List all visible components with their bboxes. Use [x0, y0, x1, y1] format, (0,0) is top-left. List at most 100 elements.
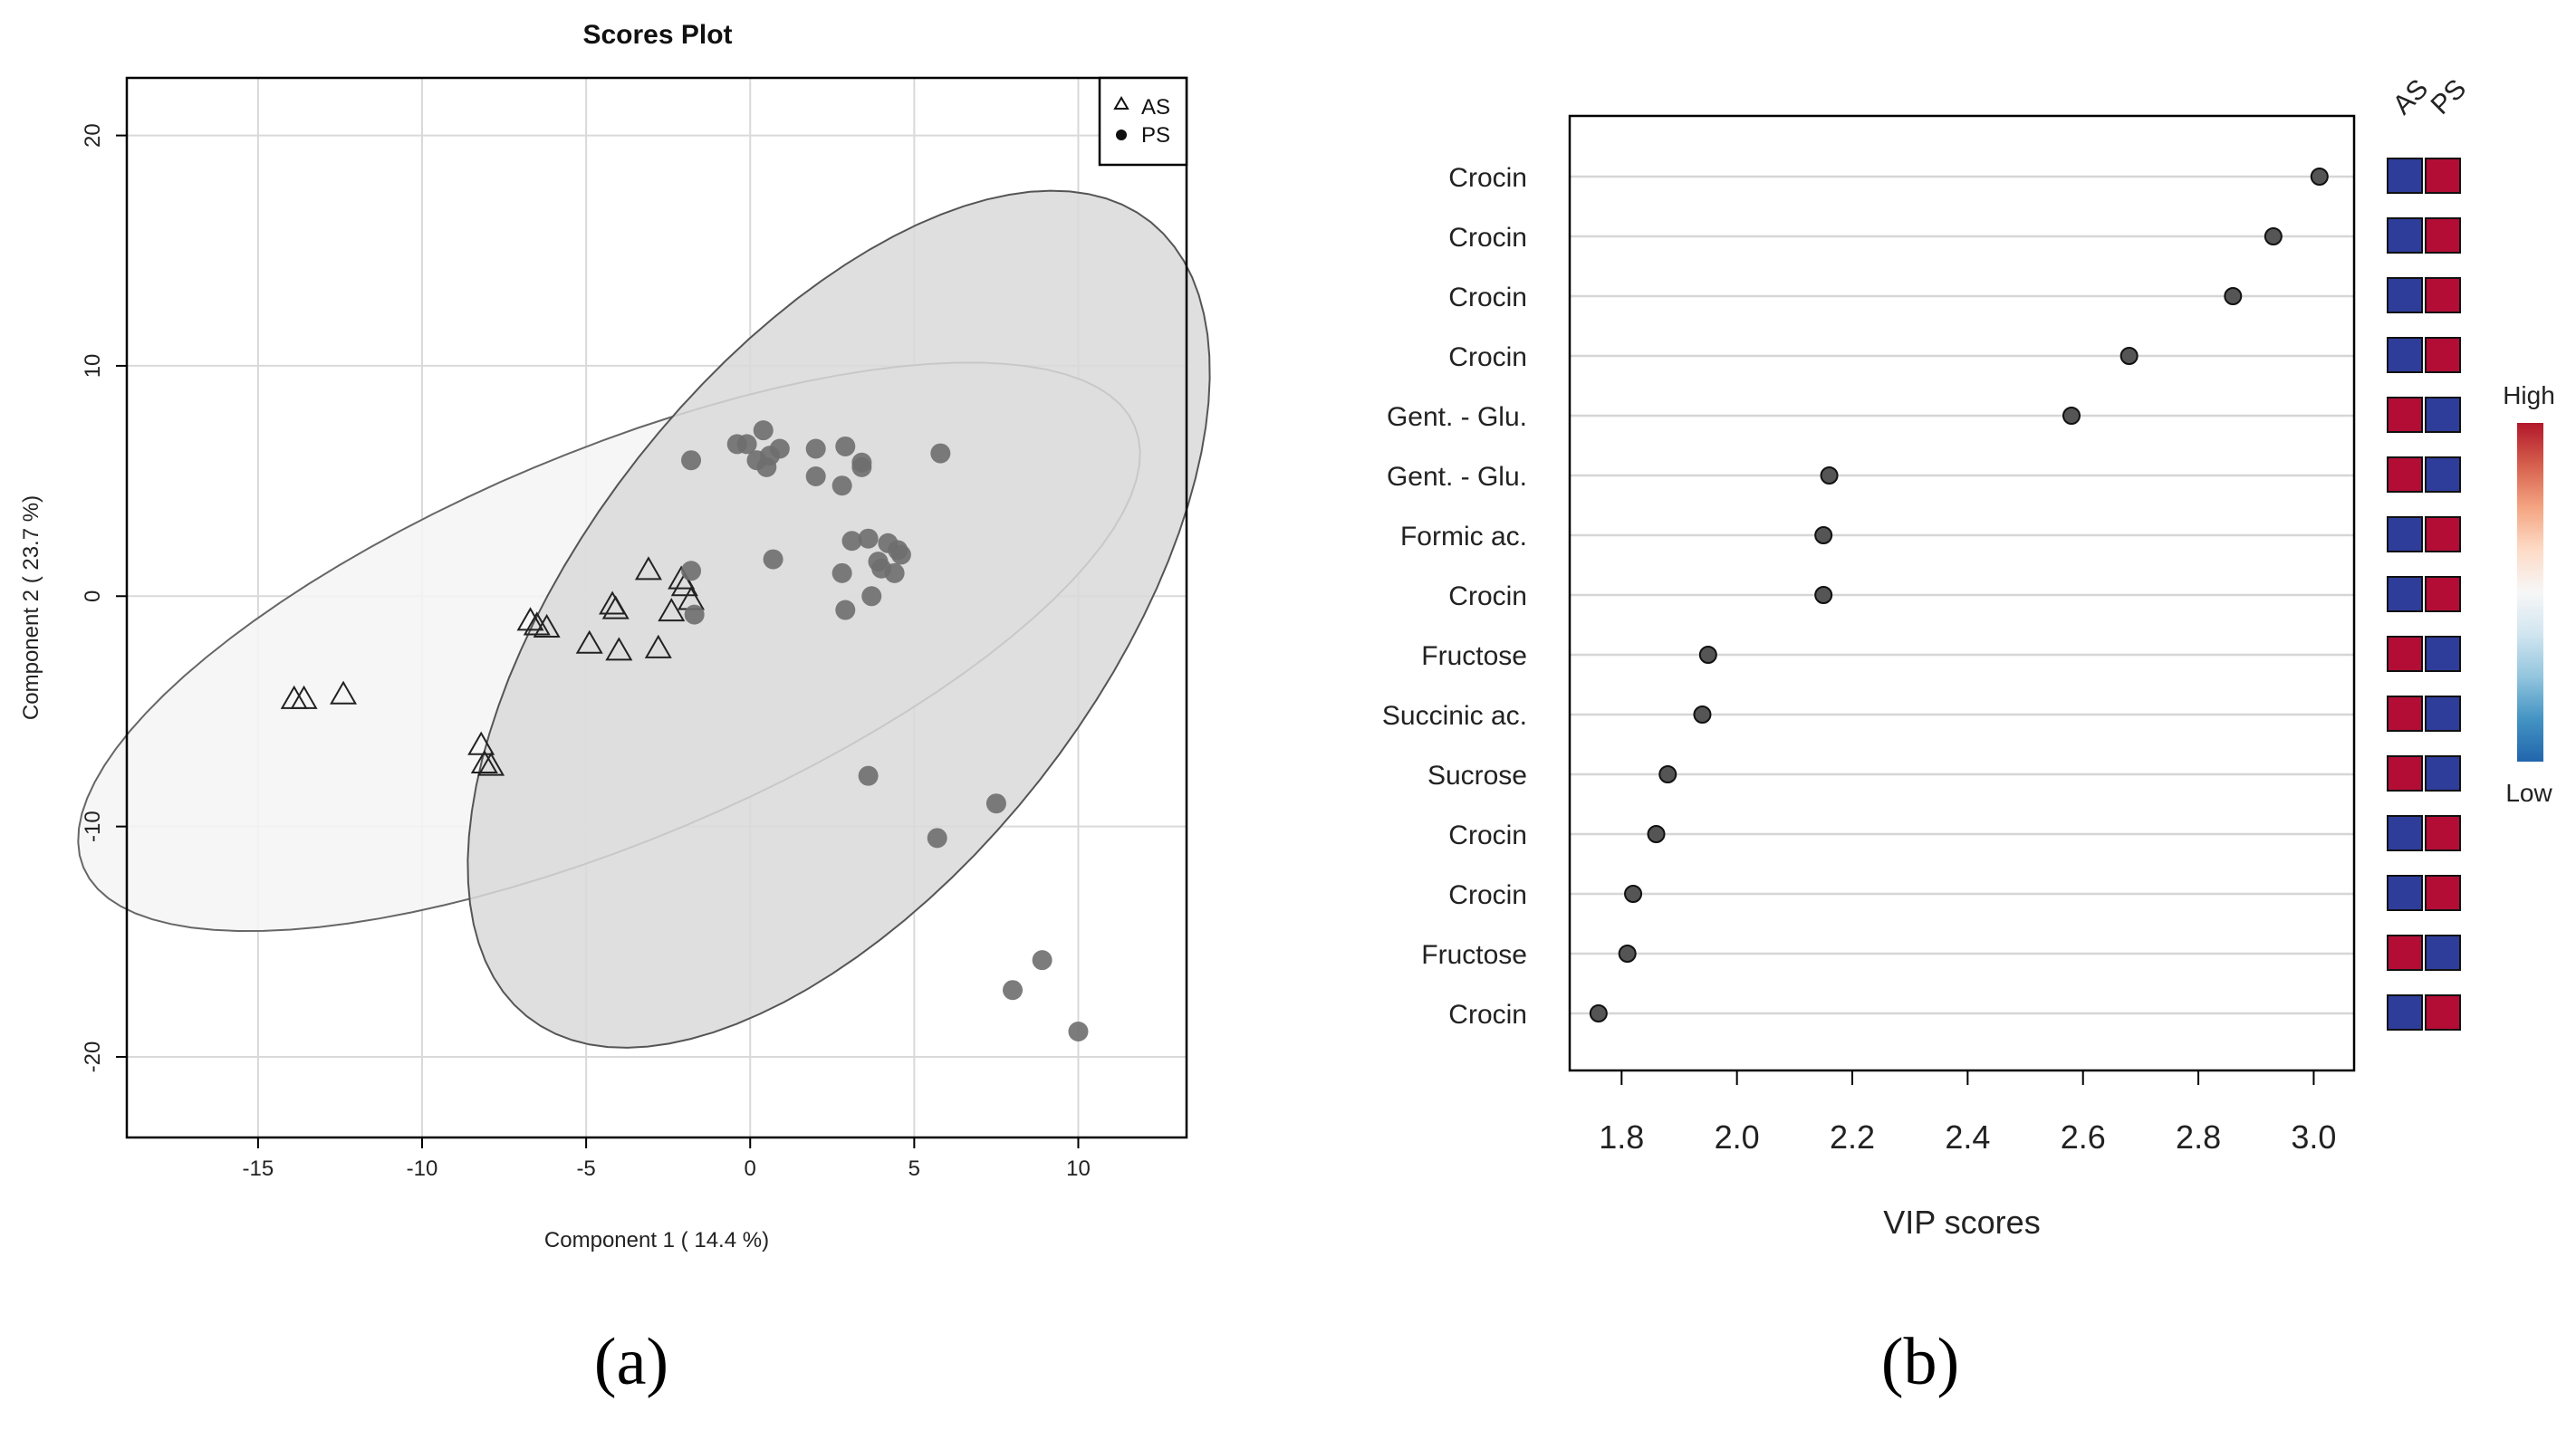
point-ps: [884, 562, 905, 583]
scores-plot-points: [280, 420, 1089, 1041]
x-tick-label: 2.2: [1830, 1118, 1875, 1156]
feature-label: Crocin: [1448, 283, 1527, 312]
heatmap-cell: [2425, 696, 2461, 732]
feature-label: Crocin: [1448, 342, 1527, 372]
heatmap-cell: [2387, 397, 2423, 433]
x-tick-label: 2.0: [1715, 1118, 1760, 1156]
feature-label: Fructose: [1421, 641, 1527, 671]
heatmap-cell: [2387, 337, 2423, 373]
point-ps: [805, 438, 826, 459]
vip-points: [1589, 168, 2329, 1022]
heatmap-cell: [2387, 815, 2423, 851]
heatmap-cell: [2425, 217, 2461, 254]
point-as: [658, 598, 686, 622]
x-tick-label: -10: [407, 1156, 438, 1181]
scores-plot-y-ticks: -20 -10 0 10 20: [81, 123, 127, 1072]
heatmap-cell: [2387, 516, 2423, 552]
x-tick-label: 2.4: [1945, 1118, 1990, 1156]
point-ps: [1068, 1022, 1089, 1041]
scores-plot-title: Scores Plot: [582, 20, 732, 50]
legend-triangle-marker: [1113, 96, 1129, 110]
vip-plot-frame: [1568, 114, 2356, 1072]
y-tick-label: -10: [81, 811, 105, 842]
heatmap-cell: [2387, 755, 2423, 792]
vip-point: [1618, 945, 1637, 963]
heatmap-cell: [2387, 158, 2423, 194]
feature-label: Crocin: [1448, 880, 1527, 910]
y-tick-label: -20: [81, 1041, 105, 1073]
x-tick-label: 3.0: [2291, 1118, 2336, 1156]
point-ps: [684, 604, 705, 625]
legend-entry-as: AS: [1141, 95, 1170, 120]
heatmap-cell: [2425, 636, 2461, 672]
point-ps: [1003, 980, 1024, 1001]
feature-label: Formic ac.: [1400, 522, 1527, 552]
y-tick-label: 0: [81, 590, 105, 602]
vip-point: [1814, 586, 1833, 604]
heatmap-cell: [2425, 277, 2461, 313]
scores-plot-x-ticks: -15 -10 -5 0 5 10: [243, 1137, 1091, 1181]
heatmap-cell: [2425, 397, 2461, 433]
point-as: [575, 629, 603, 654]
heatmap-cell: [2425, 935, 2461, 971]
legend-circle-marker: [1116, 130, 1127, 140]
point-as: [533, 613, 561, 638]
point-ps: [861, 586, 882, 607]
x-tick-label: 0: [745, 1156, 756, 1181]
vip-point: [2062, 407, 2081, 425]
heatmap-cell: [2425, 516, 2461, 552]
legend-entry-ps: PS: [1141, 123, 1170, 148]
heatmap-cell: [2425, 576, 2461, 612]
point-ps: [858, 765, 879, 786]
point-ps: [769, 438, 790, 459]
x-tick-label: 1.8: [1599, 1118, 1644, 1156]
point-ps: [681, 561, 702, 581]
vip-x-ticks: 1.8 2.0 2.2 2.4 2.6 2.8 3.0: [1599, 1070, 2336, 1156]
color-scale-low-label: Low: [2505, 779, 2552, 807]
ellipse-ps: [466, 189, 1211, 1049]
vip-color-scale: High Low: [2503, 381, 2555, 807]
x-tick-label: -15: [243, 1156, 274, 1181]
point-as: [467, 731, 495, 755]
point-as: [605, 637, 633, 661]
heatmap-cell: [2425, 337, 2461, 373]
point-as: [516, 607, 544, 631]
point-ps: [890, 544, 911, 565]
heatmap-cell: [2387, 935, 2423, 971]
color-scale-high-label: High: [2503, 381, 2555, 409]
feature-label: Crocin: [1448, 581, 1527, 611]
x-tick-label: 10: [1066, 1156, 1091, 1181]
point-ps: [681, 450, 702, 471]
vip-point: [1658, 765, 1677, 783]
point-ps: [831, 475, 852, 496]
heatmap-column-label: PS: [2426, 73, 2473, 120]
vip-point: [2224, 287, 2243, 305]
point-ps: [858, 528, 879, 549]
x-tick-label: 2.8: [2176, 1118, 2221, 1156]
feature-label: Gent. - Glu.: [1387, 402, 1527, 432]
heatmap-cell: [2425, 158, 2461, 194]
heatmap-cell: [2387, 696, 2423, 732]
feature-label: Crocin: [1448, 163, 1527, 193]
point-ps: [985, 793, 1006, 814]
vip-point: [1698, 646, 1717, 664]
heatmap-cell: [2387, 277, 2423, 313]
heatmap-cell: [2425, 456, 2461, 493]
point-as: [470, 749, 498, 774]
feature-label: Gent. - Glu.: [1387, 462, 1527, 492]
point-ps: [930, 443, 951, 464]
vip-point: [2310, 168, 2329, 186]
feature-label: Sucrose: [1427, 761, 1527, 791]
vip-scores-panel: Crocin Crocin Crocin Crocin Gent. - Glu. Gent…: [1382, 73, 2555, 1399]
y-tick-label: 10: [81, 354, 105, 379]
heatmap-cell: [2425, 755, 2461, 792]
scores-plot-legend: AS PS: [1098, 76, 1188, 167]
vip-point: [1693, 705, 1712, 724]
scores-plot-y-axis-label: Component 2 ( 23.7 %): [19, 495, 43, 720]
heatmap-cell: [2425, 815, 2461, 851]
y-tick-label: 20: [81, 123, 105, 148]
vip-point: [2264, 227, 2283, 245]
panel-label-b: (b): [1881, 1325, 1959, 1399]
point-ps: [736, 434, 757, 455]
